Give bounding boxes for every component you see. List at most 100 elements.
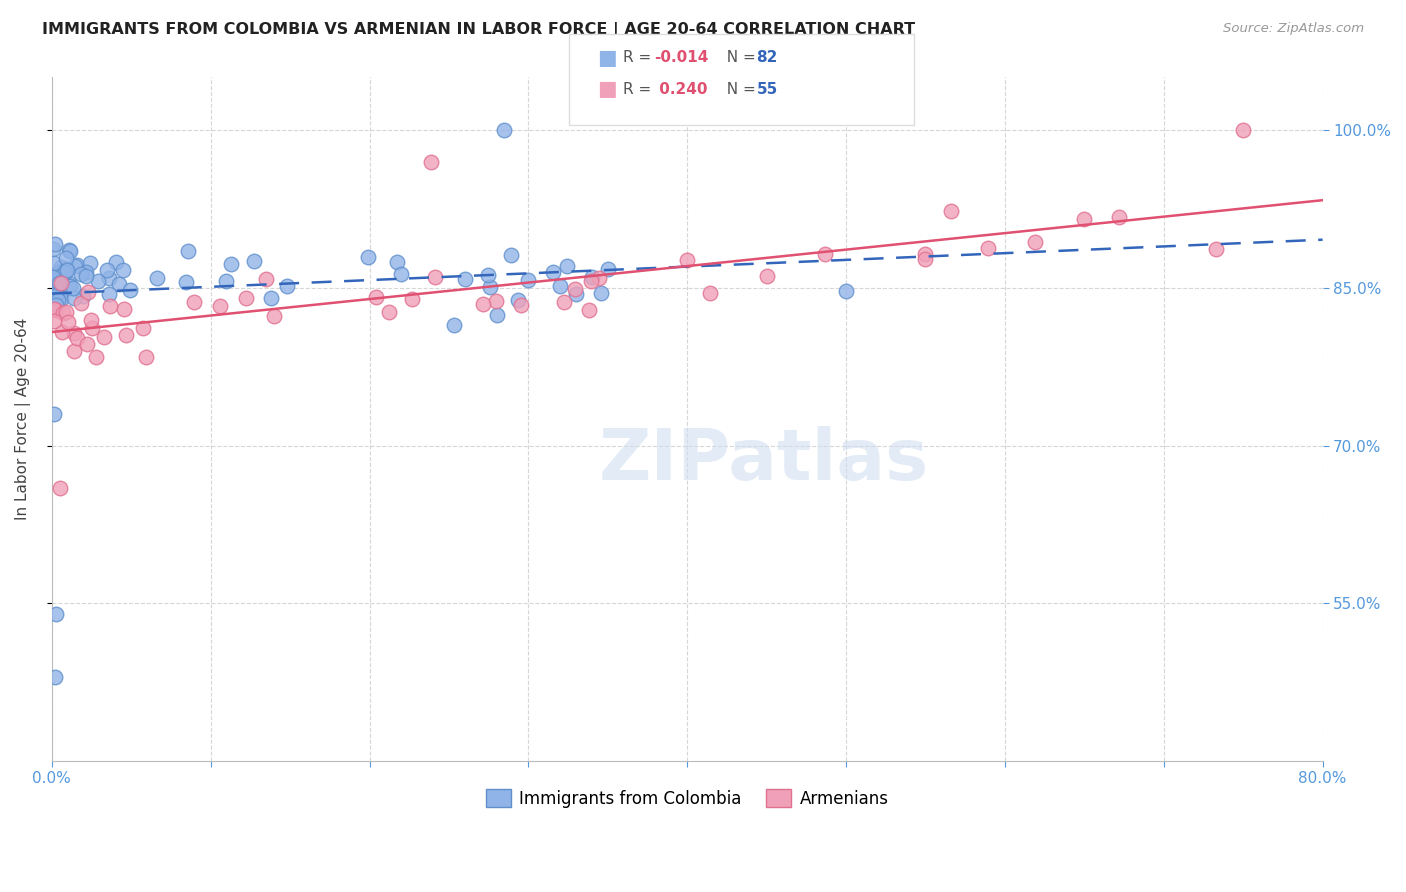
Point xyxy=(588,271,610,285)
Point xyxy=(66,331,89,345)
Point xyxy=(177,244,200,258)
Point xyxy=(80,312,103,326)
Point xyxy=(555,260,578,274)
Point xyxy=(46,293,69,307)
Point xyxy=(565,286,588,301)
Point xyxy=(401,292,423,306)
Point xyxy=(389,267,412,281)
Point xyxy=(499,248,522,262)
Point xyxy=(131,321,153,335)
Text: N =: N = xyxy=(717,51,761,65)
Point xyxy=(55,251,77,265)
Point xyxy=(53,265,76,279)
Point xyxy=(548,278,571,293)
Point xyxy=(49,292,72,306)
Point xyxy=(494,123,516,137)
Point xyxy=(86,274,108,288)
Point xyxy=(65,260,87,274)
Point xyxy=(52,284,75,298)
Point xyxy=(1232,123,1254,137)
Text: 55: 55 xyxy=(756,82,778,96)
Point xyxy=(471,296,494,310)
Point xyxy=(1024,235,1046,250)
Point xyxy=(51,276,73,290)
Point xyxy=(423,270,446,285)
Point xyxy=(364,290,387,304)
Point xyxy=(44,256,66,270)
Point xyxy=(48,292,70,306)
Point xyxy=(58,277,80,291)
Point xyxy=(814,246,837,260)
Point xyxy=(183,295,205,310)
Point xyxy=(42,242,65,256)
Point xyxy=(96,263,118,277)
Point xyxy=(48,267,70,281)
Point xyxy=(114,327,136,342)
Point xyxy=(93,330,115,344)
Point xyxy=(62,280,84,294)
Point xyxy=(75,264,97,278)
Text: R =: R = xyxy=(623,51,657,65)
Point xyxy=(45,607,67,621)
Point xyxy=(939,203,962,218)
Point xyxy=(45,298,67,312)
Point xyxy=(578,302,600,317)
Text: R =: R = xyxy=(623,82,657,96)
Point xyxy=(1073,211,1095,226)
Point xyxy=(55,263,77,277)
Y-axis label: In Labor Force | Age 20-64: In Labor Force | Age 20-64 xyxy=(15,318,31,520)
Point xyxy=(581,269,603,284)
Text: Source: ZipAtlas.com: Source: ZipAtlas.com xyxy=(1223,22,1364,36)
Text: 0.240: 0.240 xyxy=(654,82,707,96)
Point xyxy=(243,254,266,268)
Text: ■: ■ xyxy=(598,79,617,99)
Point xyxy=(70,296,93,310)
Point xyxy=(76,269,98,284)
Point xyxy=(1205,242,1227,256)
Point xyxy=(420,154,443,169)
Point xyxy=(98,271,121,285)
Text: N =: N = xyxy=(717,82,761,96)
Point xyxy=(510,298,533,312)
Point xyxy=(107,277,129,291)
Point xyxy=(276,279,298,293)
Point xyxy=(97,286,120,301)
Point xyxy=(58,278,80,293)
Point xyxy=(235,291,257,305)
Point xyxy=(58,243,80,257)
Point xyxy=(44,272,66,286)
Point xyxy=(477,268,499,282)
Text: 82: 82 xyxy=(756,51,778,65)
Point xyxy=(70,267,93,281)
Text: -0.014: -0.014 xyxy=(654,51,709,65)
Point xyxy=(118,283,141,297)
Point xyxy=(42,314,65,328)
Point xyxy=(914,246,936,260)
Point xyxy=(755,268,778,283)
Point xyxy=(478,280,501,294)
Point xyxy=(42,270,65,285)
Point xyxy=(112,301,135,316)
Text: ZIPatlas: ZIPatlas xyxy=(599,425,928,495)
Point xyxy=(485,293,508,308)
Point xyxy=(42,276,65,290)
Point xyxy=(52,306,75,320)
Point xyxy=(219,257,242,271)
Point xyxy=(48,285,70,300)
Point xyxy=(63,326,86,340)
Legend: Immigrants from Colombia, Armenians: Immigrants from Colombia, Armenians xyxy=(479,783,896,814)
Text: ■: ■ xyxy=(598,48,617,68)
Point xyxy=(506,293,529,307)
Point xyxy=(45,287,67,301)
Point xyxy=(79,256,101,270)
Point xyxy=(98,299,121,313)
Point xyxy=(589,286,612,301)
Point xyxy=(59,278,82,293)
Point xyxy=(357,250,380,264)
Point xyxy=(553,295,575,310)
Point xyxy=(42,407,65,421)
Point xyxy=(208,299,231,313)
Point xyxy=(63,343,86,358)
Point xyxy=(45,277,67,292)
Point xyxy=(80,321,103,335)
